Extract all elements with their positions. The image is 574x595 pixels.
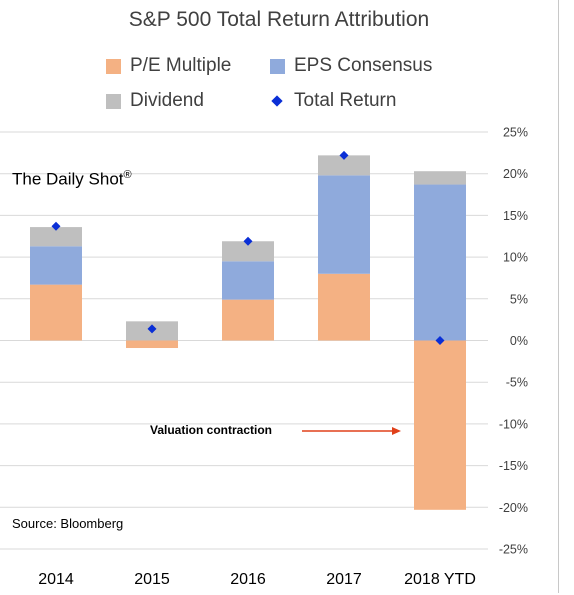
bar-eps-consensus: [414, 184, 466, 341]
y-tick-label: 20%: [503, 167, 528, 181]
y-tick-label: -10%: [499, 417, 528, 431]
total-return-markers: [51, 150, 445, 345]
total-return-marker: [243, 236, 253, 246]
plot-area: 25% 20% 15% 10% 5% 0% -5% -10% -15% -20% -25% 2014…: [0, 126, 528, 588]
bar-dividend: [222, 241, 274, 262]
bar-pe-multiple: [414, 340, 466, 510]
bar-pe-multiple: [222, 299, 274, 341]
annotation-label: Valuation contraction: [150, 423, 273, 437]
legend-swatch-pe: [106, 58, 121, 74]
y-tick-label: 25%: [503, 126, 528, 140]
bar-pe-multiple: [318, 273, 370, 341]
x-axis-ticks: 2014 2015 2016 2017 2018 YTD: [38, 571, 476, 588]
y-tick-label: 0%: [510, 334, 528, 348]
y-tick-label: 5%: [510, 292, 528, 306]
y-tick-label: 10%: [503, 251, 528, 265]
bar-eps-consensus: [30, 246, 82, 285]
legend-label-dividend: Dividend: [130, 90, 204, 111]
bar-dividend: [318, 155, 370, 176]
y-tick-label: -5%: [506, 376, 528, 390]
y-tick-label: -15%: [499, 459, 528, 473]
arrow-head-icon: [392, 427, 401, 435]
legend-swatch-eps: [270, 58, 285, 74]
bar-eps-consensus: [318, 175, 370, 274]
y-axis-ticks: 25% 20% 15% 10% 5% 0% -5% -10% -15% -20% -25%: [499, 126, 528, 557]
legend-swatch-dividend: [106, 93, 121, 109]
x-tick-label: 2016: [230, 571, 266, 588]
legend-item-dividend: Dividend: [106, 90, 204, 112]
total-return-marker: [339, 150, 349, 160]
legend-item-total-return: Total Return: [270, 90, 396, 112]
x-tick-label: 2017: [326, 571, 362, 588]
bars: [30, 155, 466, 510]
y-tick-label: 15%: [503, 209, 528, 223]
x-tick-label: 2018 YTD: [404, 571, 476, 588]
y-tick-label: -20%: [499, 501, 528, 515]
y-tick-label: -25%: [499, 543, 528, 557]
total-return-marker: [147, 324, 157, 334]
total-return-marker: [435, 336, 445, 345]
bar-eps-consensus: [222, 261, 274, 300]
legend-item-pe: P/E Multiple: [106, 55, 231, 77]
watermark-text: The Daily Shot: [12, 169, 124, 189]
bar-dividend: [30, 227, 82, 247]
chart-title: S&P 500 Total Return Attribution: [128, 8, 430, 31]
annotation-arrow: [302, 427, 401, 435]
total-return-marker: [51, 221, 61, 231]
bar-dividend: [414, 171, 466, 185]
legend-label-pe: P/E Multiple: [130, 55, 232, 76]
source-note: Source: Bloomberg: [12, 516, 124, 531]
x-tick-label: 2015: [134, 571, 170, 588]
bar-pe-multiple: [126, 340, 178, 349]
watermark-registered-mark: ®: [123, 169, 132, 181]
chart-frame: [558, 0, 559, 593]
bar-pe-multiple: [30, 284, 82, 341]
legend-item-eps: EPS Consensus: [270, 55, 432, 77]
legend-label-total-return: Total Return: [294, 90, 397, 111]
watermark: The Daily Shot®: [12, 169, 132, 190]
x-tick-label: 2014: [38, 571, 74, 588]
legend-label-eps: EPS Consensus: [294, 55, 433, 76]
